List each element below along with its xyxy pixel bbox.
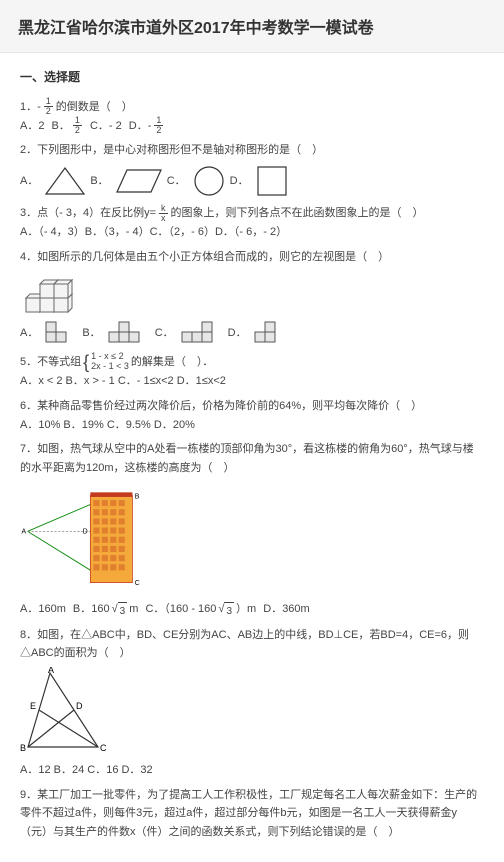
q2-labelA: A． [20,172,38,191]
q4-optC-icon [180,320,224,346]
q8-label-E: E [30,701,36,711]
q7-sqrtC-icon: 3 [218,600,234,620]
brace-icon: { [83,358,89,367]
q2-triangle-icon [44,166,86,196]
q7-sqrtB-icon: 3 [112,600,128,620]
q5-stem2: 的解集是（ ）． [131,353,214,372]
q2-parallelogram-icon [115,166,163,196]
q4-solid-icon [20,268,80,316]
question-6: 6．某种商品零售价经过两次降价后，价格为降价前的64%，则平均每次降价（ ） A… [20,397,484,434]
q4-labelA: A． [20,324,38,343]
q8-figure: A B C D E [20,667,110,757]
question-5: 5．不等式组 { 1 - x ≤ 2 2x - 1 < 3 的解集是（ ）． A… [20,352,484,390]
question-1: 1．- 1 2 的倒数是（ ） A．2 B． 1 2 C．- 2 D．- 1 2 [20,97,484,135]
q2-circle-icon [192,164,226,198]
q8-stem: 8．如图，在△ABC中，BD、CE分别为AC、AB边上的中线，BD⊥CE，若BD… [20,626,484,663]
q1-fracD: 1 2 [154,116,163,135]
q1-fracB: 1 2 [73,116,82,135]
q1-optB: B． [52,117,70,136]
q4-optB-icon [107,320,151,346]
q7-label-A: A [22,528,27,535]
q3-frac: k x [159,204,168,223]
q1-optC: C．- 2 [90,117,122,136]
q4-labelC: C． [155,324,174,343]
q7-optA: A．160m [20,600,66,619]
q9-stem: 9．某工厂加工一批零件，为了提高工人工作积极性，工厂规定每名工人每次薪金如下：生… [20,786,484,842]
q7-optB2: m [129,600,138,619]
q4-stem: 4．如图所示的几何体是由五个小正方体组合而成的，则它的左视图是（ ） [20,248,484,267]
q3-opts: A．（- 4，3）B．（3，- 4）C．（2，- 6）D．（- 6，- 2） [20,223,484,242]
q4-optA-icon [44,320,78,346]
page-header: 黑龙江省哈尔滨市道外区2017年中考数学一模试卷 [0,0,504,53]
q4-labelD: D． [228,324,247,343]
q7-label-B: B [135,493,140,500]
q8-label-A: A [48,667,54,675]
question-7: 7．如图，热气球从空中的A处看一栋楼的顶部仰角为30°，看这栋楼的俯角为60°，… [20,440,484,619]
q6-stem: 6．某种商品零售价经过两次降价后，价格为降价前的64%，则平均每次降价（ ） [20,397,484,416]
q2-labelC: C． [167,172,186,191]
q4-optD-icon [253,320,287,346]
page-title: 黑龙江省哈尔滨市道外区2017年中考数学一模试卷 [18,14,486,38]
q6-opts: A．10% B．19% C．9.5% D．20% [20,416,484,435]
q2-stem: 2．下列图形中，是中心对称图形但不是轴对称图形的是（ ） [20,141,484,160]
question-9: 9．某工厂加工一批零件，为了提高工人工作积极性，工厂规定每名工人每次薪金如下：生… [20,786,484,842]
q1-optD: D．- [129,117,152,136]
section-title: 一、选择题 [20,67,484,87]
q7-optC2: ）m [236,600,256,619]
q8-opts: A．12 B．24 C．16 D．32 [20,761,484,780]
q5-opts: A．x < 2 B．x > - 1 C．- 1≤x<2 D．1≤x<2 [20,372,484,391]
q1-frac1: 1 2 [44,97,53,116]
content-area: 一、选择题 1．- 1 2 的倒数是（ ） A．2 B． 1 2 C．- 2 D… [0,53,504,862]
q7-stem: 7．如图，热气球从空中的A处看一栋楼的顶部仰角为30°，看这栋楼的俯角为60°，… [20,440,484,477]
q2-square-icon [255,164,289,198]
q5-stem1: 5．不等式组 [20,353,81,372]
q3-stem2: 的图象上，则下列各点不在此函数图象上的是（ ） [171,204,424,223]
question-3: 3．点（- 3，4）在反比例y= k x 的图象上，则下列各点不在此函数图象上的… [20,204,484,242]
q1-stem1: 1．- [20,98,41,117]
q4-labelB: B． [82,324,100,343]
q8-label-D: D [76,701,83,711]
question-4: 4．如图所示的几何体是由五个小正方体组合而成的，则它的左视图是（ ） A． B．… [20,248,484,347]
q7-optD: D．360m [263,600,309,619]
q1-optA: A．2 [20,117,44,136]
q3-stem1: 3．点（- 3，4）在反比例y= [20,204,156,223]
q7-optB: B．160 [73,600,110,619]
q8-label-B: B [20,743,26,753]
question-2: 2．下列图形中，是中心对称图形但不是轴对称图形的是（ ） A． B． C． D． [20,141,484,198]
question-8: 8．如图，在△ABC中，BD、CE分别为AC、AB边上的中线，BD⊥CE，若BD… [20,626,484,780]
q2-labelB: B． [90,172,108,191]
q2-labelD: D． [230,172,249,191]
q7-label-D: D [83,528,88,535]
q8-label-C: C [100,743,107,753]
q5-line2: 2x - 1 < 3 [91,362,129,372]
q7-figure: A B C D [20,484,150,594]
q7-label-C: C [135,580,140,587]
q1-stem2: 的倒数是（ ） [56,98,133,117]
q7-optC: C．（160 - 160 [145,600,216,619]
